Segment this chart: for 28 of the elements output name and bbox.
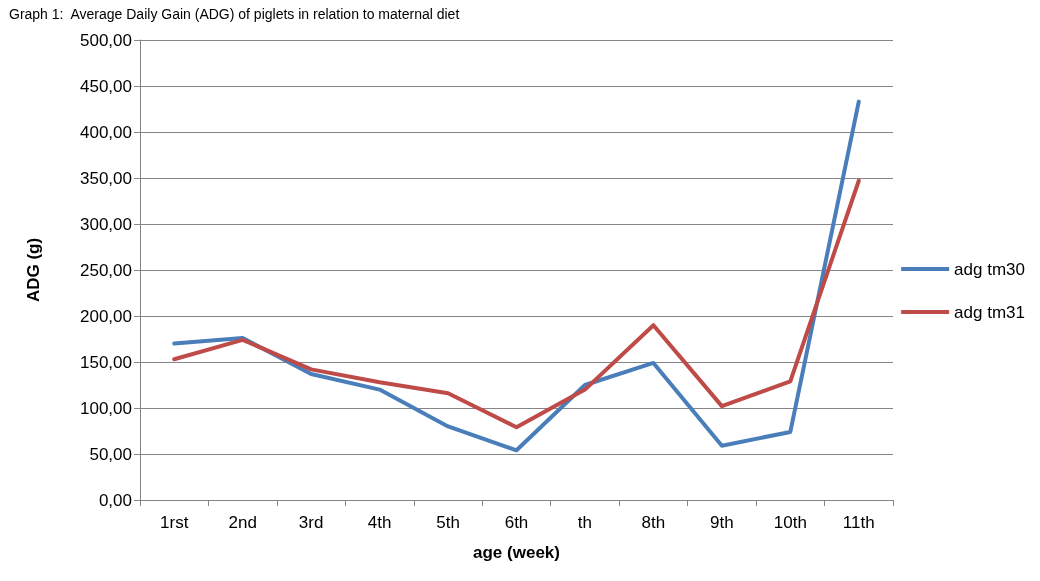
x-tick-label: 1rst [160,513,189,532]
y-tick-label: 400,00 [80,122,132,142]
x-tick-label: 11th [842,513,875,532]
line-series [172,178,861,430]
y-axis-title: ADG (g) [24,237,43,303]
y-tick-label: 350,00 [80,168,132,188]
y-tick-label: 250,00 [80,260,132,280]
chart-title: Graph 1: Average Daily Gain (ADG) of piglets in relation to maternal diet [9,6,460,22]
legend-label: adg tm30 [954,259,1026,279]
y-tick-label: 500,00 [80,30,132,50]
x-axis-title: age (week) [473,543,560,562]
x-tick-label: 8th [641,513,666,532]
legend-label: adg tm31 [954,302,1026,322]
y-tick-label: 100,00 [80,398,132,418]
x-tick-label: 4th [367,513,392,532]
x-tick-label: th [577,513,593,532]
x-tick-label: 9th [710,513,734,532]
y-tick-label: 200,00 [80,306,132,326]
x-tick-label: 2nd [228,513,257,532]
x-tick-label: 10th [773,513,807,532]
y-tick-label: 300,00 [80,214,132,234]
y-tick-label: 450,00 [80,76,132,96]
y-tick-label: 150,00 [80,352,132,372]
y-tick-label: 50,00 [89,444,132,464]
x-tick-label: 6th [504,513,529,532]
x-tick-label: 3rd [298,513,324,532]
x-tick-label: 5th [436,513,460,532]
y-tick-label: 0,00 [98,490,132,510]
